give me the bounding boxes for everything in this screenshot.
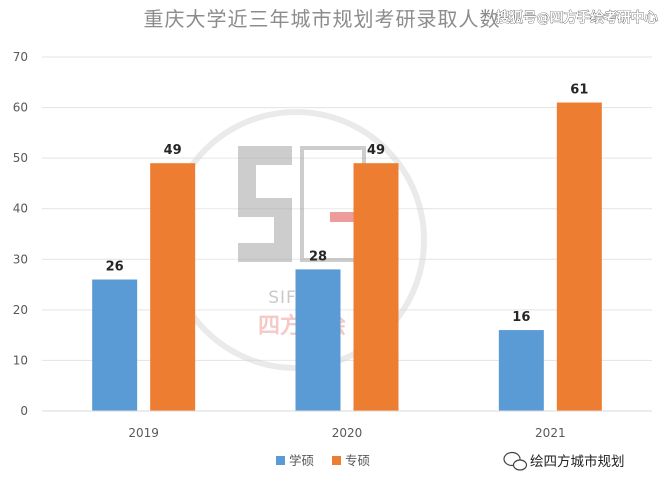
y-tick-label: 20 [13, 303, 28, 317]
legend-swatch [276, 456, 285, 465]
legend-label: 专硕 [345, 453, 370, 468]
y-tick-label: 0 [20, 404, 28, 418]
x-axis: 2019 2020 2021 [128, 426, 565, 440]
data-label: 49 [164, 143, 182, 158]
bar-学硕-2021 [498, 330, 544, 411]
y-tick-label: 30 [13, 252, 28, 266]
data-label: 28 [309, 249, 327, 264]
data-label: 26 [106, 260, 124, 275]
bar-专硕-2019 [150, 163, 196, 411]
x-tick-label: 2021 [535, 426, 566, 440]
legend-swatch [332, 456, 341, 465]
y-tick-label: 40 [13, 202, 28, 216]
data-label: 49 [367, 143, 385, 158]
legend-label: 学硕 [289, 453, 314, 468]
y-tick-label: 50 [13, 151, 28, 165]
y-tick-label: 60 [13, 101, 28, 115]
y-tick-label: 70 [13, 50, 28, 64]
corner-watermark-text: 搜狐号@四方手绘考研中心 [496, 9, 658, 26]
bar-专硕-2021 [556, 102, 602, 411]
data-label: 61 [570, 83, 588, 98]
legend: 学硕 专硕 [276, 453, 370, 468]
footer-account-name: 绘四方城市规划 [530, 453, 625, 470]
bars-layer [92, 102, 602, 411]
x-tick-label: 2019 [128, 426, 159, 440]
bar-学硕-2020 [295, 269, 341, 411]
chart-title: 重庆大学近三年城市规划考研录取人数 [144, 7, 501, 31]
wechat-icon [503, 451, 528, 471]
footer-watermark: 绘四方城市规划 [503, 451, 625, 471]
bar-学硕-2019 [92, 279, 138, 411]
data-label: 16 [512, 310, 530, 325]
y-axis: 0 10 20 30 40 50 60 70 [13, 50, 28, 418]
data-labels-layer: 26 49 28 49 16 61 [106, 83, 589, 326]
x-tick-label: 2020 [332, 426, 363, 440]
y-tick-label: 10 [13, 353, 28, 367]
bar-专硕-2020 [353, 163, 399, 411]
